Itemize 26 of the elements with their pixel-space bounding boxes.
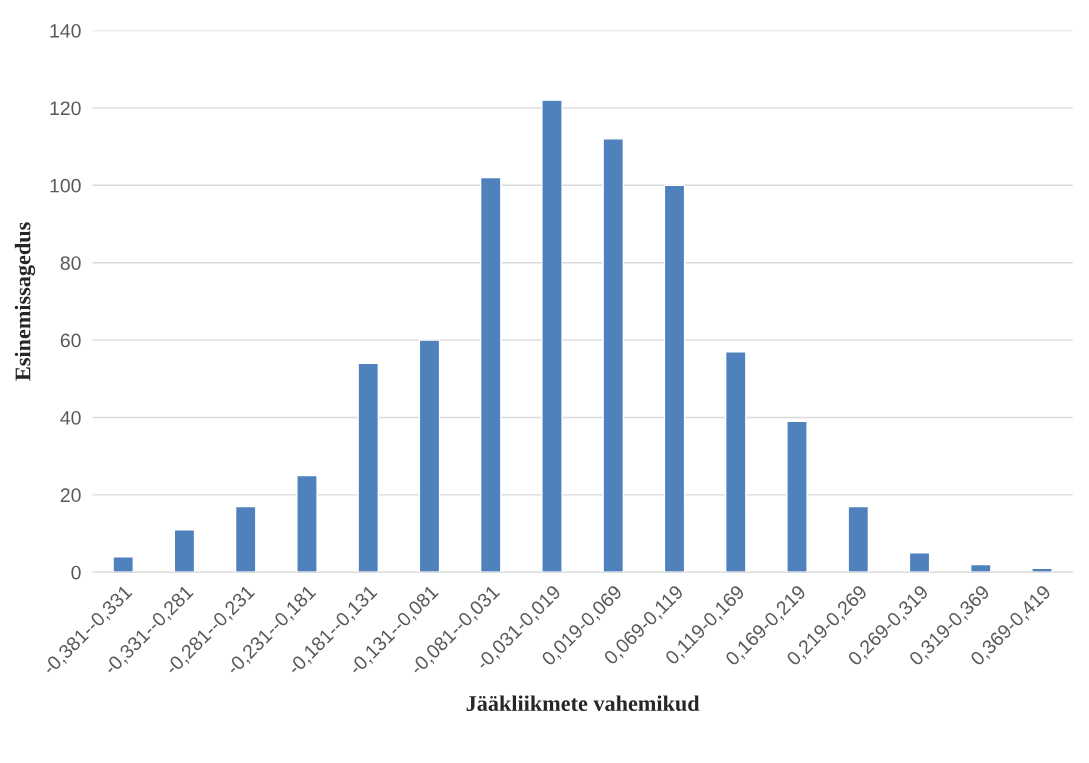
bar <box>173 528 196 573</box>
bar <box>479 176 502 573</box>
bar <box>1031 567 1053 573</box>
y-tick-label: 40 <box>60 410 81 425</box>
y-tick-label: 120 <box>50 101 81 116</box>
y-tick-label: 60 <box>60 333 81 348</box>
bar <box>234 505 257 573</box>
y-tick-label: 80 <box>60 256 81 270</box>
y-tick-label: 20 <box>60 488 81 503</box>
bar <box>847 505 870 573</box>
bar <box>663 184 686 573</box>
x-axis-title: Jääkliikmete vahemikud <box>466 695 700 712</box>
bar <box>602 138 625 573</box>
bar <box>908 552 931 573</box>
bar <box>786 420 808 573</box>
y-tick-label: 100 <box>50 178 81 193</box>
bar <box>296 474 318 573</box>
bar <box>112 556 134 573</box>
bar <box>357 362 380 573</box>
bar <box>541 99 563 573</box>
bar <box>969 563 992 573</box>
y-tick-label: 0 <box>71 565 81 580</box>
bar <box>418 339 441 573</box>
bar <box>724 350 747 573</box>
y-tick-label: 140 <box>50 23 81 38</box>
y-axis-title: Esinemissagedus <box>14 222 36 381</box>
